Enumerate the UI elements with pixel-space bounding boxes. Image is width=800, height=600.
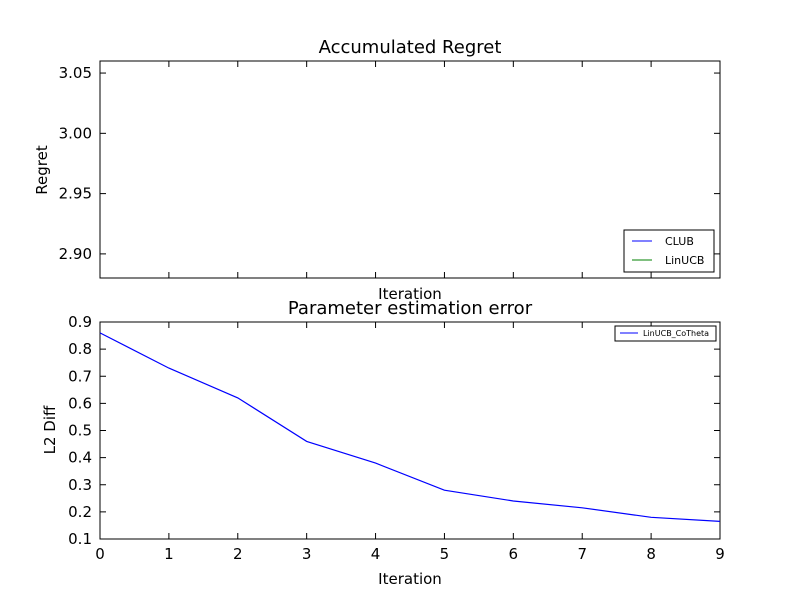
param-error-xtick-label: 4	[371, 545, 381, 563]
param-error-xtick-label: 6	[509, 545, 519, 563]
param-error-legend-box	[614, 325, 717, 342]
param-error-ytick-label: 0.1	[68, 530, 92, 548]
regret-x-axis-label: Iteration	[378, 285, 442, 303]
param-error-legend: LinUCB_CoTheta	[614, 325, 717, 342]
param-error-y-axis: 0.1 0.2 0.3 0.4 0.5 0.6 0.7 0.8 0.9	[68, 313, 720, 548]
param-error-xtick-label: 0	[95, 545, 105, 563]
regret-subplot: Accumulated Regret 2.90 2.95 3.00 3.05 Iter…	[33, 37, 721, 303]
param-error-xtick-label: 2	[233, 545, 243, 563]
param-error-subplot: Parameter estimation error 0.10.20.30.40…	[41, 298, 725, 588]
legend-label-linucb: LinUCB	[665, 254, 704, 267]
param-error-ytick-label: 0.4	[68, 449, 92, 467]
regret-y-axis: 2.90 2.95 3.00 3.05	[59, 64, 720, 263]
regret-ytick-label: 2.95	[59, 185, 92, 203]
regret-x-axis	[99, 61, 721, 278]
param-error-ytick-label: 0.6	[68, 394, 92, 412]
regret-chart-title: Accumulated Regret	[319, 37, 502, 58]
legend-label-linucb-cotheta: LinUCB_CoTheta	[643, 329, 709, 338]
regret-ytick-label: 3.05	[59, 64, 92, 82]
legend-label-club: CLUB	[665, 235, 694, 248]
param-error-ytick-label: 0.2	[68, 503, 92, 521]
param-error-xtick-label: 7	[577, 545, 587, 563]
param-error-chart-title: Parameter estimation error	[288, 298, 533, 319]
param-error-xtick-label: 3	[302, 545, 312, 563]
param-error-ytick-label: 0.7	[68, 367, 92, 385]
param-error-x-axis: 0 1 2 3 4 5 6 7 8 9	[95, 322, 725, 563]
param-error-series-lines	[99, 332, 721, 522]
series-line-linucb-cotheta	[99, 332, 721, 522]
regret-y-axis-label: Regret	[33, 145, 51, 195]
param-error-xtick-label: 5	[440, 545, 450, 563]
regret-plot-frame	[99, 60, 721, 279]
param-error-x-axis-label: Iteration	[378, 570, 442, 588]
param-error-ytick-label: 0.9	[68, 313, 92, 331]
regret-ytick-label: 2.90	[59, 245, 92, 263]
param-error-xtick-label: 1	[164, 545, 174, 563]
param-error-ytick-label: 0.3	[68, 476, 92, 494]
param-error-xtick-label: 9	[715, 545, 725, 563]
param-error-ytick-label: 0.8	[68, 340, 92, 358]
param-error-y-axis-label: L2 Diff	[41, 405, 59, 454]
param-error-ytick-label: 0.5	[68, 422, 92, 440]
regret-legend-box	[623, 229, 715, 273]
regret-ytick-label: 3.00	[59, 124, 92, 142]
regret-legend: CLUB LinUCB	[623, 229, 715, 273]
param-error-xtick-label: 8	[646, 545, 656, 563]
